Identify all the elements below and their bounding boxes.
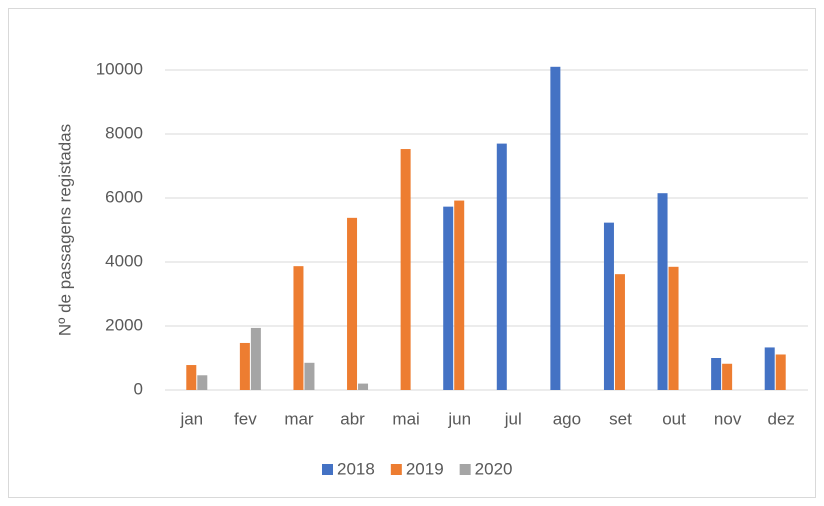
bar <box>250 327 261 390</box>
y-tick-label: 8000 <box>105 123 143 142</box>
bar <box>657 193 668 390</box>
y-axis-label: Nº de passagens registadas <box>55 124 74 336</box>
x-tick-label: out <box>662 409 686 428</box>
x-tick-label: mar <box>284 409 314 428</box>
bar <box>443 206 454 390</box>
bar <box>239 342 250 390</box>
bar <box>614 274 625 390</box>
x-tick-label: fev <box>234 409 257 428</box>
y-tick-label: 0 <box>134 379 143 398</box>
bar <box>603 222 614 390</box>
bar <box>764 347 775 390</box>
y-tick-label: 10000 <box>96 59 143 78</box>
bar <box>496 143 507 390</box>
legend-swatch <box>459 464 471 475</box>
bar <box>711 358 722 390</box>
bar <box>722 363 733 390</box>
bar <box>197 375 208 390</box>
x-tick-label: abr <box>340 409 365 428</box>
x-tick-label: mai <box>392 409 419 428</box>
bar <box>400 149 411 390</box>
y-tick-label: 4000 <box>105 251 143 270</box>
legend-label: 2020 <box>475 459 513 478</box>
bar <box>304 362 315 390</box>
x-tick-label: jun <box>447 409 471 428</box>
bar <box>668 266 679 390</box>
legend-swatch <box>322 464 333 475</box>
x-tick-label: ago <box>553 409 581 428</box>
legend-label: 2018 <box>337 459 375 478</box>
x-tick-label: jul <box>504 409 522 428</box>
bar <box>358 383 369 390</box>
chart-border <box>8 8 816 498</box>
bar <box>775 354 786 390</box>
bar <box>186 365 197 390</box>
legend-label: 2019 <box>406 459 444 478</box>
x-tick-label: nov <box>714 409 742 428</box>
y-tick-label: 2000 <box>105 315 143 334</box>
bar <box>347 217 358 390</box>
x-tick-label: set <box>609 409 632 428</box>
x-tick-label: dez <box>767 409 794 428</box>
bar <box>454 200 465 390</box>
bar <box>293 266 304 390</box>
y-tick-label: 6000 <box>105 187 143 206</box>
x-tick-label: jan <box>179 409 203 428</box>
legend-swatch <box>390 464 402 475</box>
bar <box>550 66 561 391</box>
